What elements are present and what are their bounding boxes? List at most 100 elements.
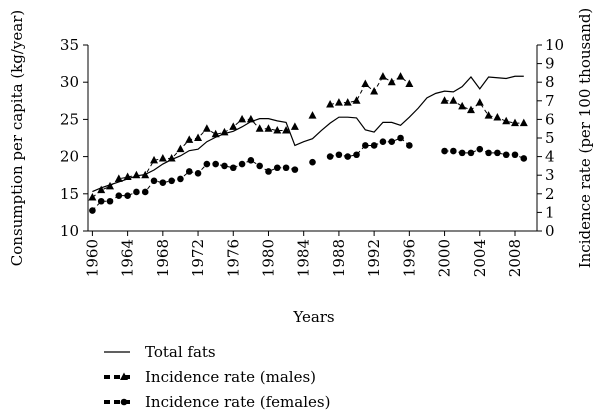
triangle-marker <box>246 114 255 123</box>
triangle-marker <box>334 98 343 106</box>
legend-marker <box>120 372 128 380</box>
triangle-marker <box>440 96 449 104</box>
triangle-marker <box>185 135 194 143</box>
x-tick-label: 1964 <box>119 239 137 277</box>
triangle-marker <box>458 101 467 110</box>
legend-label: Total fats <box>145 343 216 361</box>
y-tick-label: 15 <box>60 185 79 203</box>
series-line <box>92 118 296 198</box>
triangle-marker <box>106 181 115 190</box>
x-tick-label: 1988 <box>330 239 348 277</box>
circle-marker <box>406 142 413 149</box>
x-tick-label: 1992 <box>365 239 383 277</box>
x-tick-label: 1980 <box>259 239 277 277</box>
legend-label: Incidence rate (males) <box>145 368 316 386</box>
circle-marker <box>450 147 457 155</box>
triangle-marker <box>264 124 273 132</box>
triangle-marker <box>493 113 502 121</box>
x-tick-label: 2008 <box>506 239 524 277</box>
triangle-marker <box>396 72 405 80</box>
y2-tick-label: 5 <box>545 129 555 147</box>
x-tick-label: 1968 <box>154 239 172 277</box>
triangle-marker <box>114 174 123 182</box>
triangle-marker <box>220 127 229 136</box>
triangle-marker <box>97 185 106 194</box>
circle-marker <box>106 197 114 205</box>
circle-marker <box>344 153 352 160</box>
circle-marker <box>97 197 105 205</box>
triangle-marker <box>510 118 519 127</box>
triangle-marker <box>326 100 335 108</box>
triangle-marker <box>202 124 211 132</box>
x-axis-label: Years <box>292 308 334 326</box>
legend-label: Incidence rate (females) <box>145 393 330 411</box>
triangle-marker <box>150 155 159 164</box>
series-line <box>92 159 295 211</box>
y2-tick-label: 0 <box>545 222 555 240</box>
y2-tick-label: 10 <box>545 36 564 54</box>
triangle-marker <box>229 122 238 130</box>
triangle-marker <box>343 98 352 106</box>
x-tick-label: 1984 <box>295 239 313 277</box>
x-tick-label: 2004 <box>471 239 489 277</box>
circle-marker <box>397 134 404 142</box>
circle-marker <box>256 162 263 170</box>
circle-marker <box>221 162 228 170</box>
circle-marker <box>309 158 316 166</box>
series-line <box>330 75 410 106</box>
y2-tick-label: 7 <box>545 92 555 110</box>
circle-marker <box>159 179 167 186</box>
triangle-marker <box>123 172 132 181</box>
triangle-marker <box>308 111 317 119</box>
triangle-marker <box>449 96 458 104</box>
circle-marker <box>265 168 272 175</box>
circle-marker <box>485 149 492 157</box>
circle-marker <box>520 155 528 162</box>
triangle-marker <box>387 77 396 86</box>
x-tick-label: 1976 <box>224 239 242 277</box>
circle-marker <box>133 188 140 196</box>
circle-marker <box>502 151 510 159</box>
triangle-marker <box>502 116 511 125</box>
circle-marker <box>115 192 123 199</box>
circle-marker <box>511 151 519 159</box>
series-line <box>92 75 524 193</box>
triangle-marker <box>176 144 185 153</box>
circle-marker <box>388 138 396 146</box>
triangle-marker <box>378 72 387 80</box>
triangle-marker <box>466 105 475 114</box>
y2-tick-label: 1 <box>545 203 555 221</box>
x-tick-label: 1972 <box>189 239 207 277</box>
circle-marker <box>168 177 175 185</box>
triangle-marker <box>484 111 493 119</box>
y2-axis-label: Incidence rate (per 100 thousand) <box>576 8 594 269</box>
triangle-marker <box>361 79 370 88</box>
triangle-marker <box>211 129 220 138</box>
y-tick-label: 10 <box>60 222 79 240</box>
triangle-marker <box>370 87 379 95</box>
series-line <box>330 137 410 158</box>
circle-marker <box>362 142 369 149</box>
circle-marker <box>203 160 211 168</box>
circle-marker <box>247 157 255 164</box>
triangle-marker <box>158 153 167 162</box>
circle-marker <box>238 160 246 168</box>
y2-tick-label: 3 <box>545 166 555 184</box>
circle-marker <box>379 138 387 146</box>
circle-marker <box>150 177 158 185</box>
y-axis-label: Consumption per capita (kg/year) <box>8 10 26 266</box>
triangle-marker <box>475 98 484 106</box>
y-tick-label: 30 <box>60 73 79 91</box>
triangle-marker <box>405 79 414 88</box>
triangle-marker <box>290 122 299 130</box>
triangle-marker <box>273 126 282 134</box>
circle-marker <box>89 207 96 214</box>
circle-marker <box>353 151 360 159</box>
x-tick-label: 2000 <box>436 239 454 277</box>
x-tick-label: 1996 <box>400 239 418 277</box>
triangle-marker <box>352 96 361 104</box>
circle-marker <box>273 164 281 172</box>
triangle-marker <box>88 193 97 201</box>
y2-tick-label: 8 <box>545 73 555 91</box>
